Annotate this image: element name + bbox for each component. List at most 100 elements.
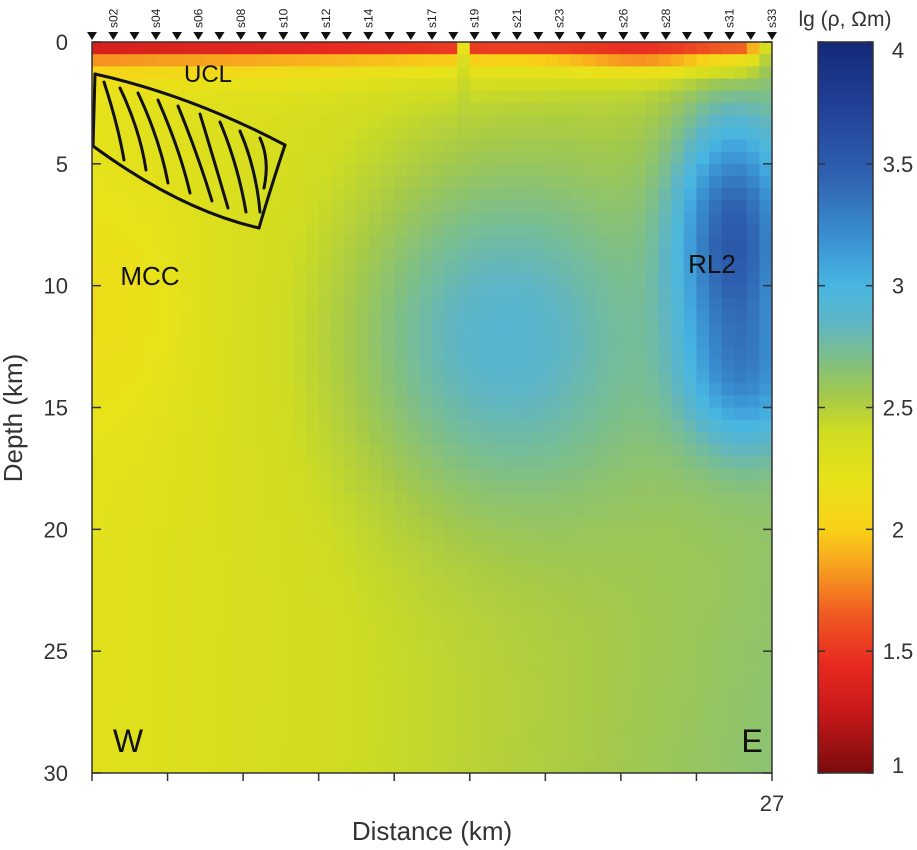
heatmap-cell (343, 480, 358, 494)
heatmap-cell (217, 370, 232, 384)
heatmap-cell (180, 395, 194, 409)
heatmap-cell (595, 297, 609, 311)
heatmap-cell (356, 724, 370, 738)
heatmap-cell (469, 638, 483, 652)
heatmap-cell (343, 224, 358, 238)
heatmap-cell (444, 176, 458, 189)
heatmap-cell (494, 517, 509, 530)
heatmap-cell (520, 358, 534, 372)
heatmap-cell (331, 602, 345, 616)
heatmap-cell (545, 212, 559, 226)
heatmap-cell (746, 553, 760, 567)
heatmap-cell (721, 638, 735, 652)
heatmap-cell (620, 297, 635, 311)
heatmap-cell (608, 480, 622, 494)
heatmap-cell (532, 115, 546, 128)
heatmap-cell (167, 151, 181, 165)
heatmap-cell (608, 517, 622, 530)
heatmap-cell (721, 614, 735, 628)
heatmap-cell (419, 480, 433, 494)
heatmap-cell (494, 370, 509, 384)
heatmap-cell (457, 334, 471, 348)
heatmap-cell (167, 541, 181, 555)
heatmap-cell (432, 334, 446, 348)
heatmap-cell (343, 444, 358, 457)
heatmap-cell (180, 54, 194, 67)
heatmap-cell (154, 297, 169, 311)
heatmap-cell (482, 90, 496, 104)
heatmap-cell (142, 565, 156, 579)
heatmap-cell (759, 163, 772, 177)
heatmap-cell (381, 529, 395, 543)
heatmap-cell (633, 236, 647, 250)
heatmap-cell (180, 261, 194, 275)
heatmap-cell (545, 602, 559, 616)
heatmap-cell (583, 626, 597, 640)
heatmap-cell (318, 370, 332, 384)
heatmap-cell (154, 224, 169, 238)
heatmap-cell (180, 712, 194, 725)
heatmap-cell (532, 42, 546, 55)
heatmap-cell (394, 748, 408, 762)
heatmap-cell (469, 541, 483, 555)
heatmap-cell (570, 395, 584, 409)
heatmap-cell (494, 468, 509, 482)
heatmap-cell (709, 431, 723, 445)
heatmap-cell (92, 224, 106, 238)
heatmap-cell (230, 236, 244, 250)
heatmap-cell (154, 383, 169, 396)
heatmap-cell (570, 188, 584, 201)
heatmap-cell (734, 334, 748, 348)
heatmap-cell (142, 90, 156, 104)
heatmap-cell (721, 590, 735, 604)
heatmap-cell (167, 492, 181, 506)
heatmap-cell (494, 285, 509, 299)
heatmap-cell (205, 78, 219, 92)
heatmap-cell (583, 383, 597, 396)
heatmap-cell (532, 151, 546, 165)
heatmap-cell (734, 663, 748, 677)
heatmap-cell (746, 212, 760, 226)
heatmap-cell (117, 261, 131, 275)
heatmap-cell (444, 66, 458, 80)
heatmap-cell (583, 370, 597, 384)
heatmap-cell (230, 687, 244, 701)
heatmap-cell (142, 517, 156, 530)
heatmap-cell (683, 261, 698, 275)
heatmap-cell (381, 565, 395, 579)
heatmap-cell (583, 395, 597, 409)
heatmap-cell (205, 370, 219, 384)
heatmap-cell (583, 42, 597, 55)
heatmap-cell (469, 492, 483, 506)
heatmap-cell (507, 419, 521, 433)
heatmap-cell (180, 285, 194, 299)
heatmap-cell (217, 590, 232, 604)
heatmap-cell (608, 261, 622, 275)
heatmap-cell (406, 553, 420, 567)
heatmap-cell (507, 66, 521, 80)
heatmap-cell (205, 663, 219, 677)
heatmap-cell (419, 712, 433, 725)
heatmap-cell (343, 334, 358, 348)
heatmap-cell (318, 54, 332, 67)
heatmap-cell (293, 273, 307, 287)
heatmap-cell (696, 200, 710, 214)
heatmap-cell (746, 236, 760, 250)
heatmap-cell (683, 285, 698, 299)
heatmap-cell (92, 212, 106, 226)
heatmap-cell (494, 151, 509, 165)
heatmap-cell (419, 66, 433, 80)
heatmap-cell (532, 480, 546, 494)
heatmap-cell (306, 638, 320, 652)
heatmap-cell (154, 261, 169, 275)
heatmap-cell (230, 188, 244, 201)
heatmap-cell (129, 638, 143, 652)
heatmap-cell (658, 115, 672, 128)
heatmap-cell (683, 188, 698, 201)
heatmap-cell (595, 504, 609, 518)
heatmap-cell (217, 273, 232, 287)
heatmap-cell (557, 273, 572, 287)
heatmap-cell (104, 590, 118, 604)
heatmap-cell (545, 285, 559, 299)
heatmap-cell (167, 456, 181, 470)
